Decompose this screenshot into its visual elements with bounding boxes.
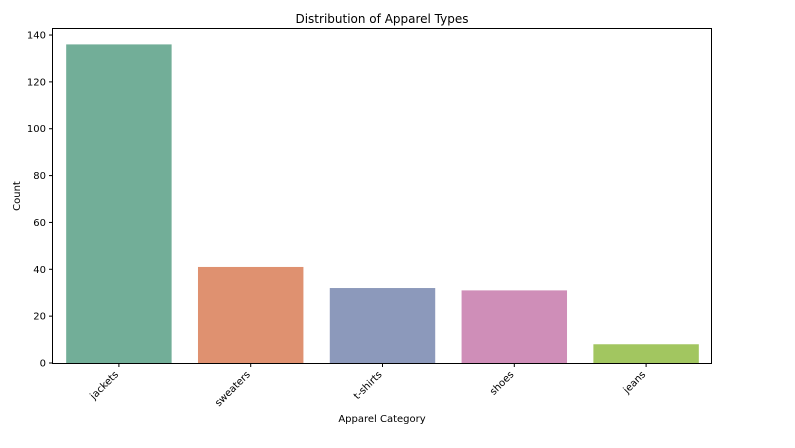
bars-layer — [66, 44, 699, 364]
y-tick-label: 20 — [33, 312, 46, 323]
x-tick-label-sweaters: sweaters — [213, 369, 253, 409]
y-axis-label: Count — [12, 181, 23, 211]
x-tick-label-t-shirts: t-shirts — [352, 369, 385, 402]
y-tick-label: 40 — [33, 265, 46, 276]
x-axis-label: Apparel Category — [338, 414, 425, 425]
bar-shoes — [461, 290, 568, 363]
bar-sweaters — [197, 266, 304, 363]
x-tick-label-shoes: shoes — [488, 369, 516, 397]
y-tick-label: 100 — [27, 124, 46, 135]
y-tick-label: 120 — [27, 77, 46, 88]
y-tick-label: 60 — [33, 218, 46, 229]
bar-jackets — [66, 44, 172, 364]
x-tick-label-jackets: jackets — [88, 369, 121, 402]
y-tick-label: 80 — [33, 171, 46, 182]
bar-t-shirts — [329, 288, 436, 363]
y-tick-label: 140 — [27, 31, 46, 42]
bar-jeans — [593, 344, 699, 363]
y-axis: 0 20 40 60 80 100 120 140 — [27, 31, 53, 370]
chart-title: Distribution of Apparel Types — [295, 12, 468, 26]
y-tick-label: 0 — [40, 359, 46, 370]
x-tick-label-jeans: jeans — [621, 369, 648, 396]
x-axis: jackets sweaters t-shirts shoes jeans — [88, 363, 648, 409]
